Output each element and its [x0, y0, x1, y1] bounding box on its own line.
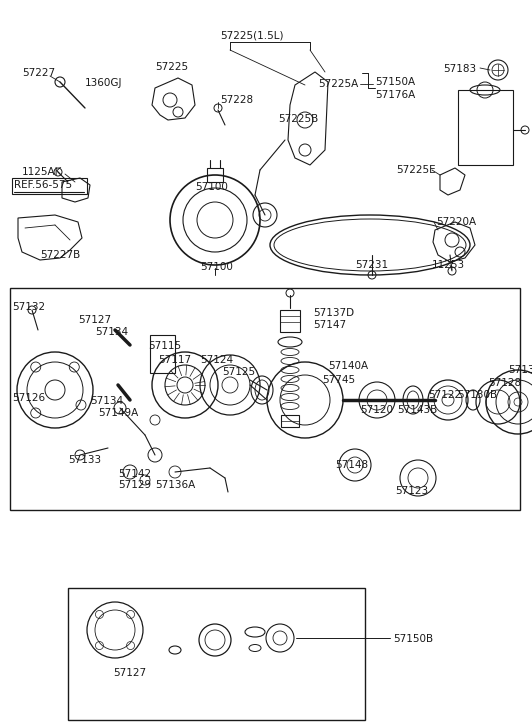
Text: 57150A: 57150A: [375, 77, 415, 87]
Text: 57147: 57147: [313, 320, 346, 330]
Text: 57133: 57133: [68, 455, 101, 465]
Bar: [281, 415, 299, 427]
Text: 57149A: 57149A: [98, 408, 138, 418]
Text: 57142: 57142: [118, 469, 151, 479]
Text: 57227B: 57227B: [40, 250, 80, 260]
Text: 57134: 57134: [90, 396, 123, 406]
Bar: [458, 90, 513, 165]
Text: 57123: 57123: [395, 486, 428, 496]
Text: 57129: 57129: [118, 480, 151, 490]
Text: 57132: 57132: [12, 302, 45, 312]
Text: 57228: 57228: [220, 95, 253, 105]
Text: 57127: 57127: [113, 668, 146, 678]
Text: 1360GJ: 1360GJ: [85, 78, 122, 88]
Text: 57148: 57148: [335, 460, 368, 470]
Text: 57176A: 57176A: [375, 90, 415, 100]
Text: REF.56-575: REF.56-575: [14, 180, 72, 190]
Bar: [280, 310, 300, 332]
Text: 57125: 57125: [222, 367, 255, 377]
Bar: [10, 288, 520, 510]
Bar: [207, 168, 223, 182]
Text: 57115: 57115: [148, 341, 181, 351]
Text: 57136A: 57136A: [155, 480, 195, 490]
Text: 57122: 57122: [428, 390, 461, 400]
Text: 57127: 57127: [78, 315, 111, 325]
Text: 57124: 57124: [200, 355, 233, 365]
Bar: [150, 335, 175, 373]
Text: 57140A: 57140A: [328, 361, 368, 371]
Text: 57130B: 57130B: [457, 390, 497, 400]
Text: 57225B: 57225B: [278, 114, 318, 124]
Text: 57143B: 57143B: [397, 405, 437, 415]
Text: 1125AK: 1125AK: [22, 167, 62, 177]
Text: 57134: 57134: [95, 327, 128, 337]
Text: 11253: 11253: [432, 260, 465, 270]
Bar: [68, 588, 365, 720]
Text: 57227: 57227: [22, 68, 55, 78]
Text: 57137D: 57137D: [313, 308, 354, 318]
Text: 57231: 57231: [355, 260, 388, 270]
Text: 57225A: 57225A: [318, 79, 358, 89]
Text: 57100: 57100: [195, 182, 228, 192]
Text: 57225E: 57225E: [396, 165, 436, 175]
Text: 57220A: 57220A: [436, 217, 476, 227]
Text: 57120: 57120: [360, 405, 393, 415]
Text: 57117: 57117: [158, 355, 191, 365]
Text: 57745: 57745: [322, 375, 355, 385]
Text: 57225: 57225: [155, 62, 188, 72]
Text: 57131: 57131: [508, 365, 532, 375]
Text: 57183: 57183: [443, 64, 476, 74]
Text: 57128: 57128: [488, 378, 521, 388]
Text: 57225(1.5L): 57225(1.5L): [220, 30, 284, 40]
Text: 57150B: 57150B: [393, 634, 433, 644]
Text: 57126: 57126: [12, 393, 45, 403]
Text: 57100: 57100: [200, 262, 233, 272]
Bar: [12, 178, 87, 194]
